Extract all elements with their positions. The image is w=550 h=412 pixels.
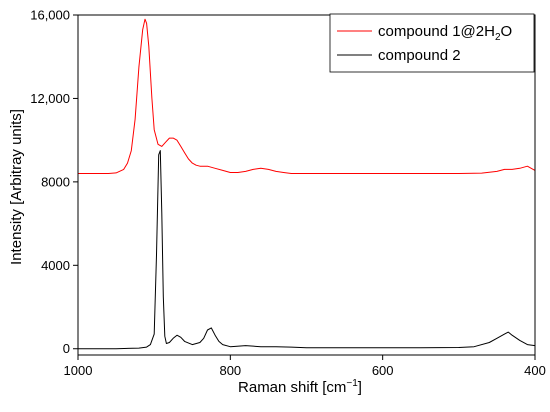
y-axis-title: Intensity [Arbitray units] (8, 109, 25, 265)
x-tick-label: 400 (524, 363, 546, 378)
legend-label-compound-1: compound 1@2H2O (378, 23, 512, 43)
y-tick-label: 4000 (41, 258, 70, 273)
legend-box (329, 13, 535, 73)
x-tick-label: 1000 (64, 363, 93, 378)
legend: compound 1@2H2O compound 2 (329, 13, 535, 73)
plot-frame (77, 14, 536, 356)
x-tick-label: 800 (219, 363, 241, 378)
x-axis-title: Raman shift [cm−1] (238, 378, 362, 396)
y-tick-label: 8000 (41, 174, 70, 189)
series-layer (78, 18, 536, 350)
legend-label-compound-2: compound 2 (378, 47, 461, 64)
series-line-1 (78, 18, 536, 174)
y-tick-label: 0 (63, 341, 70, 356)
y-tick-label: 16,000 (30, 8, 70, 23)
y-tick-label: 12,000 (30, 91, 70, 106)
series-line-2 (78, 150, 536, 350)
plot-border (77, 14, 536, 356)
x-tick-label: 600 (372, 363, 394, 378)
